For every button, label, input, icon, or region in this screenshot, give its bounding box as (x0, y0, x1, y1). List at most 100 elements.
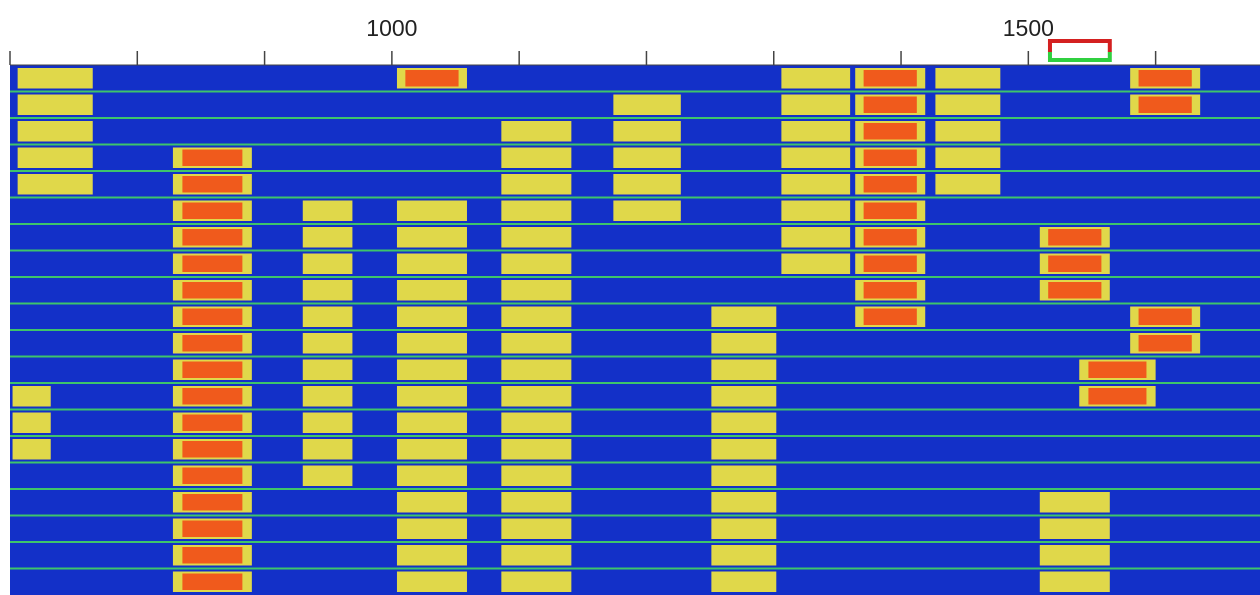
signal (501, 227, 571, 248)
signal-core (1088, 388, 1146, 405)
signal-core (864, 70, 917, 87)
signal (501, 174, 571, 195)
signal (501, 492, 571, 513)
signal (711, 492, 776, 513)
signal (613, 174, 680, 195)
signal (303, 439, 353, 460)
signal-core (182, 521, 242, 538)
signal-core (1139, 335, 1192, 352)
signal (397, 439, 467, 460)
signal (397, 413, 467, 434)
signal-core (864, 256, 917, 273)
signal (501, 121, 571, 142)
signal-core (1048, 282, 1101, 299)
signal (1040, 545, 1110, 566)
signal (501, 307, 571, 328)
page: 10001500 (() => { const data = JSON.pars… (0, 0, 1260, 595)
signal (303, 254, 353, 275)
signal (613, 121, 680, 142)
signal (501, 572, 571, 593)
signal (18, 95, 93, 116)
signal (303, 386, 353, 407)
signal-core (182, 256, 242, 273)
signal (18, 68, 93, 89)
signal (397, 545, 467, 566)
signal-core (1048, 229, 1101, 246)
signal (303, 413, 353, 434)
signal (397, 360, 467, 381)
signal-core (182, 282, 242, 299)
signal (781, 95, 850, 116)
signal-core (182, 150, 242, 167)
signal (397, 333, 467, 354)
signal-core (182, 229, 242, 246)
signal (501, 386, 571, 407)
signal (397, 307, 467, 328)
signal (13, 439, 51, 460)
signal-core (182, 203, 242, 220)
signal (711, 439, 776, 460)
signal-core (1048, 256, 1101, 273)
signal (935, 68, 1000, 89)
signal (711, 333, 776, 354)
signal (397, 227, 467, 248)
signal-core (864, 309, 917, 326)
signal (501, 148, 571, 169)
signal-core (1088, 362, 1146, 379)
signal (781, 121, 850, 142)
signal (303, 466, 353, 487)
signal (935, 121, 1000, 142)
signal (781, 201, 850, 222)
signal (13, 413, 51, 434)
signal (781, 148, 850, 169)
signal (711, 519, 776, 540)
signal (711, 413, 776, 434)
signal (501, 201, 571, 222)
signal-core (182, 309, 242, 326)
signal (397, 519, 467, 540)
signal-core (182, 468, 242, 485)
signal (781, 174, 850, 195)
signal-core (864, 123, 917, 140)
signal (711, 307, 776, 328)
signal (1040, 492, 1110, 513)
signal (18, 121, 93, 142)
signal (303, 280, 353, 301)
rx-marker (1050, 52, 1110, 60)
signal-core (182, 335, 242, 352)
signal (781, 227, 850, 248)
signal (501, 333, 571, 354)
signal-core (864, 97, 917, 114)
signal (303, 360, 353, 381)
signal (397, 386, 467, 407)
tick-label: 1500 (1003, 15, 1054, 41)
signal (397, 572, 467, 593)
signal-core (182, 547, 242, 564)
signal-core (182, 176, 242, 193)
signal (711, 545, 776, 566)
signal-core (864, 203, 917, 220)
signal (13, 386, 51, 407)
signal (935, 95, 1000, 116)
signal (303, 333, 353, 354)
signal (501, 280, 571, 301)
waterfall-view: 1000 1500 (0, 0, 1260, 595)
signal (613, 148, 680, 169)
signal (1040, 519, 1110, 540)
signal (397, 201, 467, 222)
signal-core (1139, 309, 1192, 326)
signal (397, 280, 467, 301)
signal (18, 174, 93, 195)
signal (397, 466, 467, 487)
tick-label: 1000 (366, 15, 417, 41)
signal (711, 386, 776, 407)
signal-core (864, 229, 917, 246)
signal (501, 519, 571, 540)
signal (501, 413, 571, 434)
tx-marker (1050, 41, 1110, 52)
signal (397, 254, 467, 275)
signal (781, 254, 850, 275)
signal-core (182, 415, 242, 432)
signal (501, 545, 571, 566)
signal (613, 95, 680, 116)
